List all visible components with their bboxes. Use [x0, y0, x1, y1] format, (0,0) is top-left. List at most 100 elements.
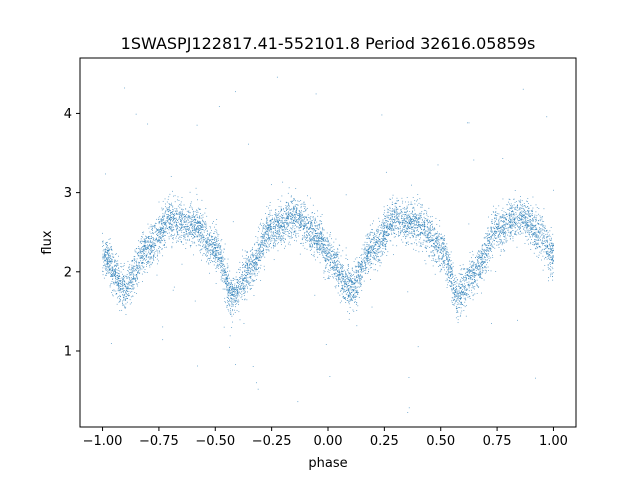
data-point [169, 222, 171, 224]
data-point [551, 263, 553, 264]
data-point [432, 228, 433, 230]
data-point [466, 293, 468, 294]
data-point [247, 282, 249, 284]
data-point [123, 275, 125, 277]
data-point [495, 238, 496, 240]
data-point [227, 267, 229, 269]
data-point [207, 241, 209, 242]
data-point [230, 311, 232, 313]
data-point [354, 258, 356, 260]
data-point [229, 277, 230, 279]
data-point [467, 296, 469, 298]
data-point [448, 254, 449, 256]
data-point [456, 286, 458, 287]
data-point [317, 234, 319, 236]
data-point [455, 306, 457, 307]
data-point [409, 223, 411, 224]
data-point [505, 225, 507, 227]
data-point [384, 248, 386, 249]
data-point [386, 220, 388, 221]
data-point [148, 260, 149, 262]
data-point [147, 262, 149, 264]
data-point [210, 256, 212, 258]
data-point [341, 287, 343, 288]
data-point [415, 215, 417, 216]
data-point [491, 231, 493, 233]
data-point [119, 283, 121, 284]
data-point [221, 262, 223, 264]
data-point [420, 206, 422, 208]
data-point [448, 280, 450, 282]
data-point [548, 258, 550, 259]
data-point [353, 278, 355, 280]
data-point [102, 267, 104, 269]
data-point [323, 272, 325, 274]
data-point [383, 212, 385, 214]
data-point [332, 260, 334, 262]
data-point [245, 262, 247, 263]
data-point [530, 228, 532, 230]
data-point [133, 258, 135, 260]
data-point [133, 262, 135, 264]
data-point [240, 288, 241, 290]
data-point [495, 215, 497, 217]
data-point [216, 250, 218, 252]
data-point [509, 221, 511, 222]
data-point [532, 226, 534, 228]
data-point [382, 238, 384, 239]
data-point [159, 230, 161, 232]
data-point [242, 272, 243, 274]
data-point [330, 267, 332, 268]
data-point [372, 235, 374, 236]
data-point [143, 244, 145, 246]
data-point [386, 255, 388, 256]
data-point [449, 257, 451, 258]
data-point [131, 260, 133, 262]
data-point [321, 250, 323, 252]
data-point [458, 289, 460, 291]
data-point [323, 240, 325, 242]
data-point [446, 257, 448, 259]
data-point [309, 218, 311, 220]
data-point [515, 207, 516, 209]
data-point [345, 282, 347, 284]
data-point [442, 266, 444, 268]
data-point [233, 289, 235, 291]
data-point [176, 224, 178, 226]
data-point [118, 289, 120, 291]
data-point [452, 287, 454, 289]
data-point [171, 212, 172, 214]
data-point [368, 248, 369, 250]
data-point [361, 264, 363, 266]
data-point [241, 294, 243, 295]
data-point [156, 234, 157, 235]
data-point [216, 255, 217, 257]
data-point [410, 243, 412, 245]
data-point [107, 262, 109, 264]
data-point [226, 281, 227, 283]
data-point [553, 256, 554, 258]
data-point [230, 300, 232, 302]
data-point [179, 223, 181, 225]
data-point [320, 248, 322, 249]
data-point [429, 222, 431, 224]
data-point [106, 257, 108, 259]
data-point [387, 251, 389, 253]
data-point [540, 234, 542, 236]
data-point [477, 260, 478, 262]
data-point [468, 287, 470, 289]
data-point [384, 252, 385, 254]
data-point [278, 230, 280, 232]
data-point [276, 230, 278, 232]
data-point [277, 221, 279, 223]
data-point [232, 299, 234, 301]
data-point [355, 276, 357, 277]
data-point [289, 221, 290, 223]
data-point [498, 222, 500, 224]
data-point [519, 218, 521, 220]
data-point [202, 235, 204, 237]
data-point [421, 206, 423, 208]
data-point [197, 228, 199, 230]
data-point [274, 217, 276, 219]
data-point [208, 252, 209, 254]
